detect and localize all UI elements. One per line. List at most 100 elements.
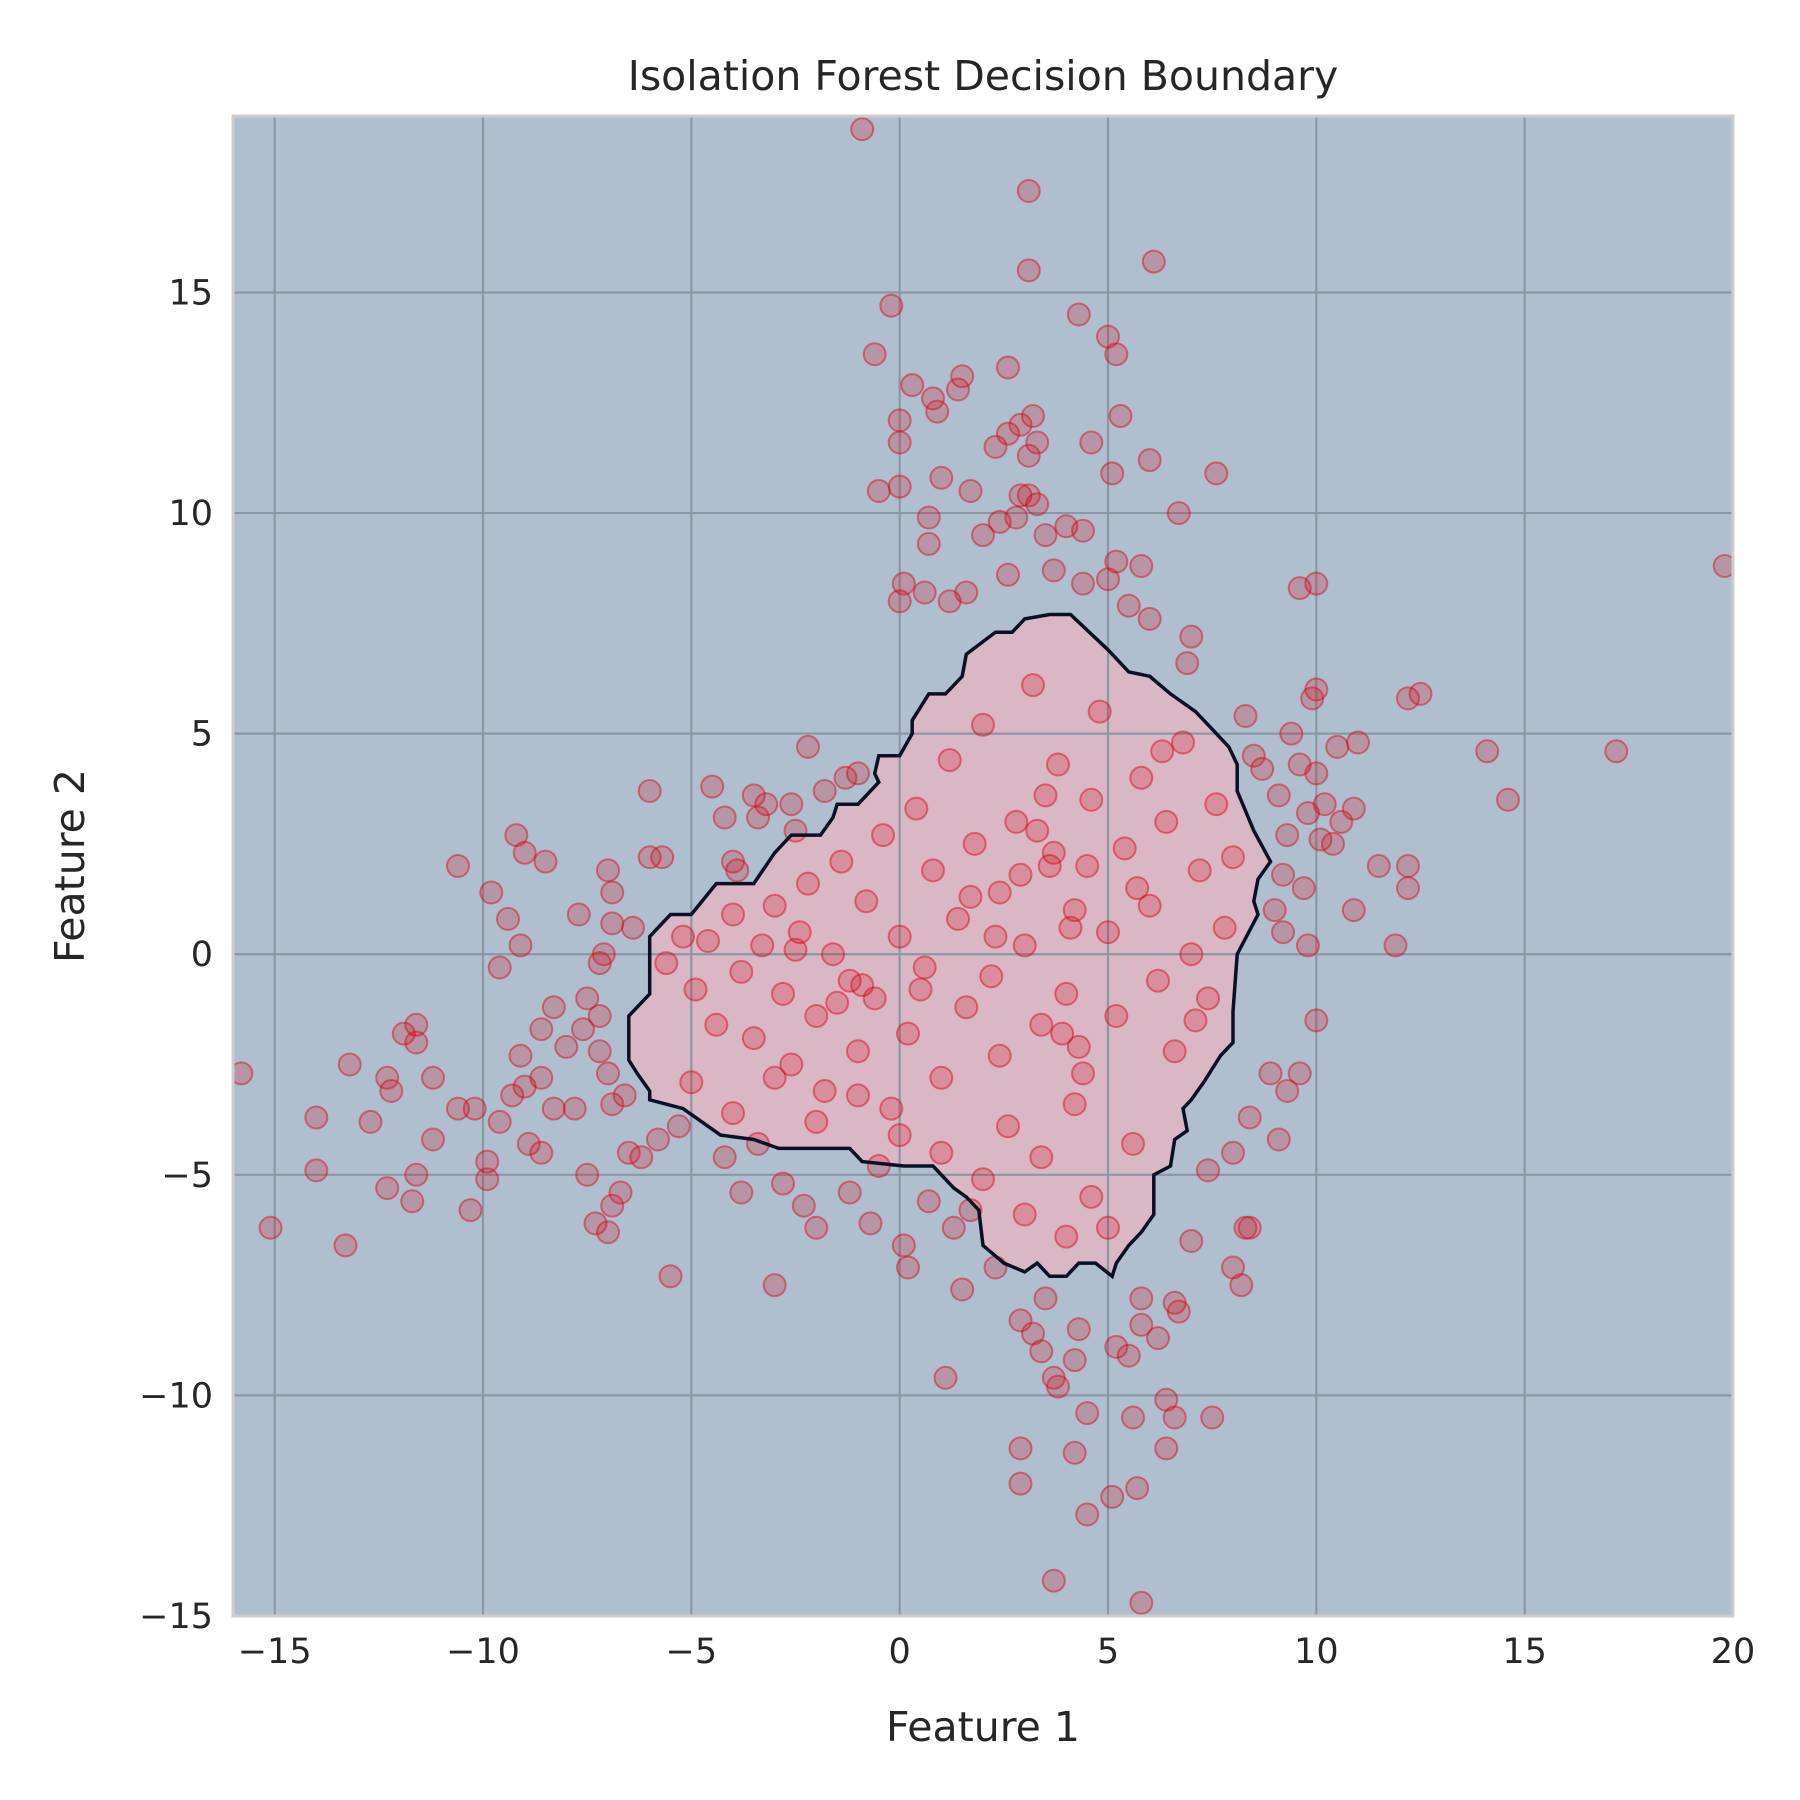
scatter-point: [916, 531, 941, 556]
scatter-point: [1408, 681, 1433, 706]
scatter-point-inlier: [854, 889, 879, 914]
scatter-point-inlier: [879, 1096, 904, 1121]
scatter-point-inlier: [821, 942, 845, 967]
scatter-point-inlier: [1071, 1061, 1095, 1086]
scatter-point: [1233, 704, 1258, 728]
scatter-point: [1304, 677, 1329, 702]
scatter-point: [1079, 430, 1104, 455]
scatter-point: [887, 474, 912, 499]
scatter-point: [1241, 743, 1266, 768]
scatter-point-inlier: [750, 933, 775, 958]
scatter-point-inlier: [1137, 893, 1162, 918]
x-tick-label: 5: [1097, 1632, 1119, 1672]
scatter-point: [1008, 1436, 1033, 1461]
scatter-point-inlier: [825, 990, 850, 1015]
scatter-point: [379, 1079, 404, 1103]
scatter-point: [1325, 734, 1350, 759]
scatter-point: [596, 858, 620, 883]
y-tick-label: −10: [139, 1376, 213, 1416]
scatter-point: [446, 854, 470, 878]
scatter-point-inlier: [729, 959, 754, 984]
scatter-point: [1196, 1158, 1220, 1183]
scatter-point: [1266, 783, 1291, 808]
scatter-point-inlier: [1037, 854, 1062, 878]
scatter-point: [458, 1198, 483, 1223]
scatter-point: [591, 942, 616, 967]
scatter-point-inlier: [771, 981, 795, 1006]
scatter-point: [1175, 651, 1200, 676]
x-tick-label: 0: [889, 1632, 911, 1672]
scatter-point: [1116, 1343, 1141, 1368]
scatter-point: [391, 1021, 416, 1046]
scatter-point: [1100, 1484, 1125, 1509]
scatter-point: [541, 995, 566, 1020]
scatter-point: [1341, 796, 1366, 821]
scatter-point: [812, 779, 837, 803]
scatter-point: [1321, 831, 1345, 856]
scatter-point: [921, 386, 945, 411]
scatter-point-inlier: [683, 977, 708, 1002]
scatter-point-inlier: [829, 849, 854, 874]
x-tick-label: 20: [1711, 1632, 1756, 1672]
scatter-point: [583, 1211, 608, 1236]
scatter-point: [587, 1039, 612, 1064]
scatter-point: [1016, 483, 1041, 508]
scatter-point: [596, 1061, 620, 1086]
scatter-point: [1279, 721, 1304, 746]
scatter-point: [891, 1233, 916, 1258]
scatter-point: [304, 1105, 329, 1130]
scatter-point: [946, 377, 970, 402]
scatter-point: [1304, 761, 1329, 786]
scatter-point: [541, 1096, 566, 1121]
scatter-point: [658, 1264, 683, 1289]
scatter-point: [1075, 1502, 1100, 1527]
scatter-point-inlier: [983, 924, 1008, 949]
scatter-point: [1129, 1590, 1154, 1615]
scatter-point: [1712, 554, 1733, 578]
scatter-point: [404, 1030, 429, 1055]
scatter-point: [1104, 1334, 1129, 1359]
x-tick-label: 10: [1294, 1632, 1339, 1672]
scatter-point: [1221, 1140, 1245, 1165]
x-tick-label: −5: [666, 1632, 718, 1672]
scatter-point: [1146, 1326, 1170, 1351]
scatter-point-inlier: [671, 924, 695, 949]
scatter-point: [1291, 876, 1316, 901]
scatter-point: [1129, 1312, 1154, 1337]
scatter-point: [958, 479, 983, 503]
chart-title: Isolation Forest Decision Boundary: [628, 52, 1339, 100]
scatter-point: [1179, 624, 1204, 649]
scatter-point: [804, 1215, 829, 1240]
scatter-point: [375, 1176, 400, 1201]
scatter-point-inlier: [1212, 915, 1237, 940]
scatter-point-inlier: [887, 1123, 912, 1148]
scatter-point: [1066, 1317, 1091, 1342]
x-tick-label: −15: [238, 1632, 312, 1672]
scatter-point: [983, 1255, 1008, 1280]
scatter-point: [771, 1171, 795, 1196]
scatter-point-inlier: [971, 1167, 995, 1192]
scatter-point-inlier: [937, 748, 962, 773]
scatter-point: [446, 1096, 470, 1121]
scatter-point-inlier: [904, 796, 929, 821]
scatter-point: [754, 792, 779, 817]
scatter-point: [891, 571, 916, 596]
scatter-point-inlier: [704, 1012, 729, 1037]
scatter-point: [1054, 514, 1079, 539]
scatter-point: [1121, 1405, 1145, 1430]
scatter-point: [1137, 448, 1162, 473]
scatter-point-inlier: [1150, 739, 1175, 764]
scatter-point: [1275, 1079, 1300, 1103]
scatter-point-inlier: [1046, 752, 1070, 777]
scatter-point-inlier: [946, 906, 970, 931]
scatter-point: [516, 1131, 541, 1156]
scatter-point: [729, 1180, 754, 1205]
scatter-point: [929, 465, 954, 490]
scatter-point-inlier: [1050, 1021, 1075, 1046]
x-tick-label: −10: [446, 1632, 520, 1672]
scatter-point: [1262, 898, 1287, 923]
scatter-point: [508, 1043, 533, 1068]
scatter-point-inlier: [1029, 1145, 1054, 1170]
scatter-point: [462, 1096, 487, 1121]
